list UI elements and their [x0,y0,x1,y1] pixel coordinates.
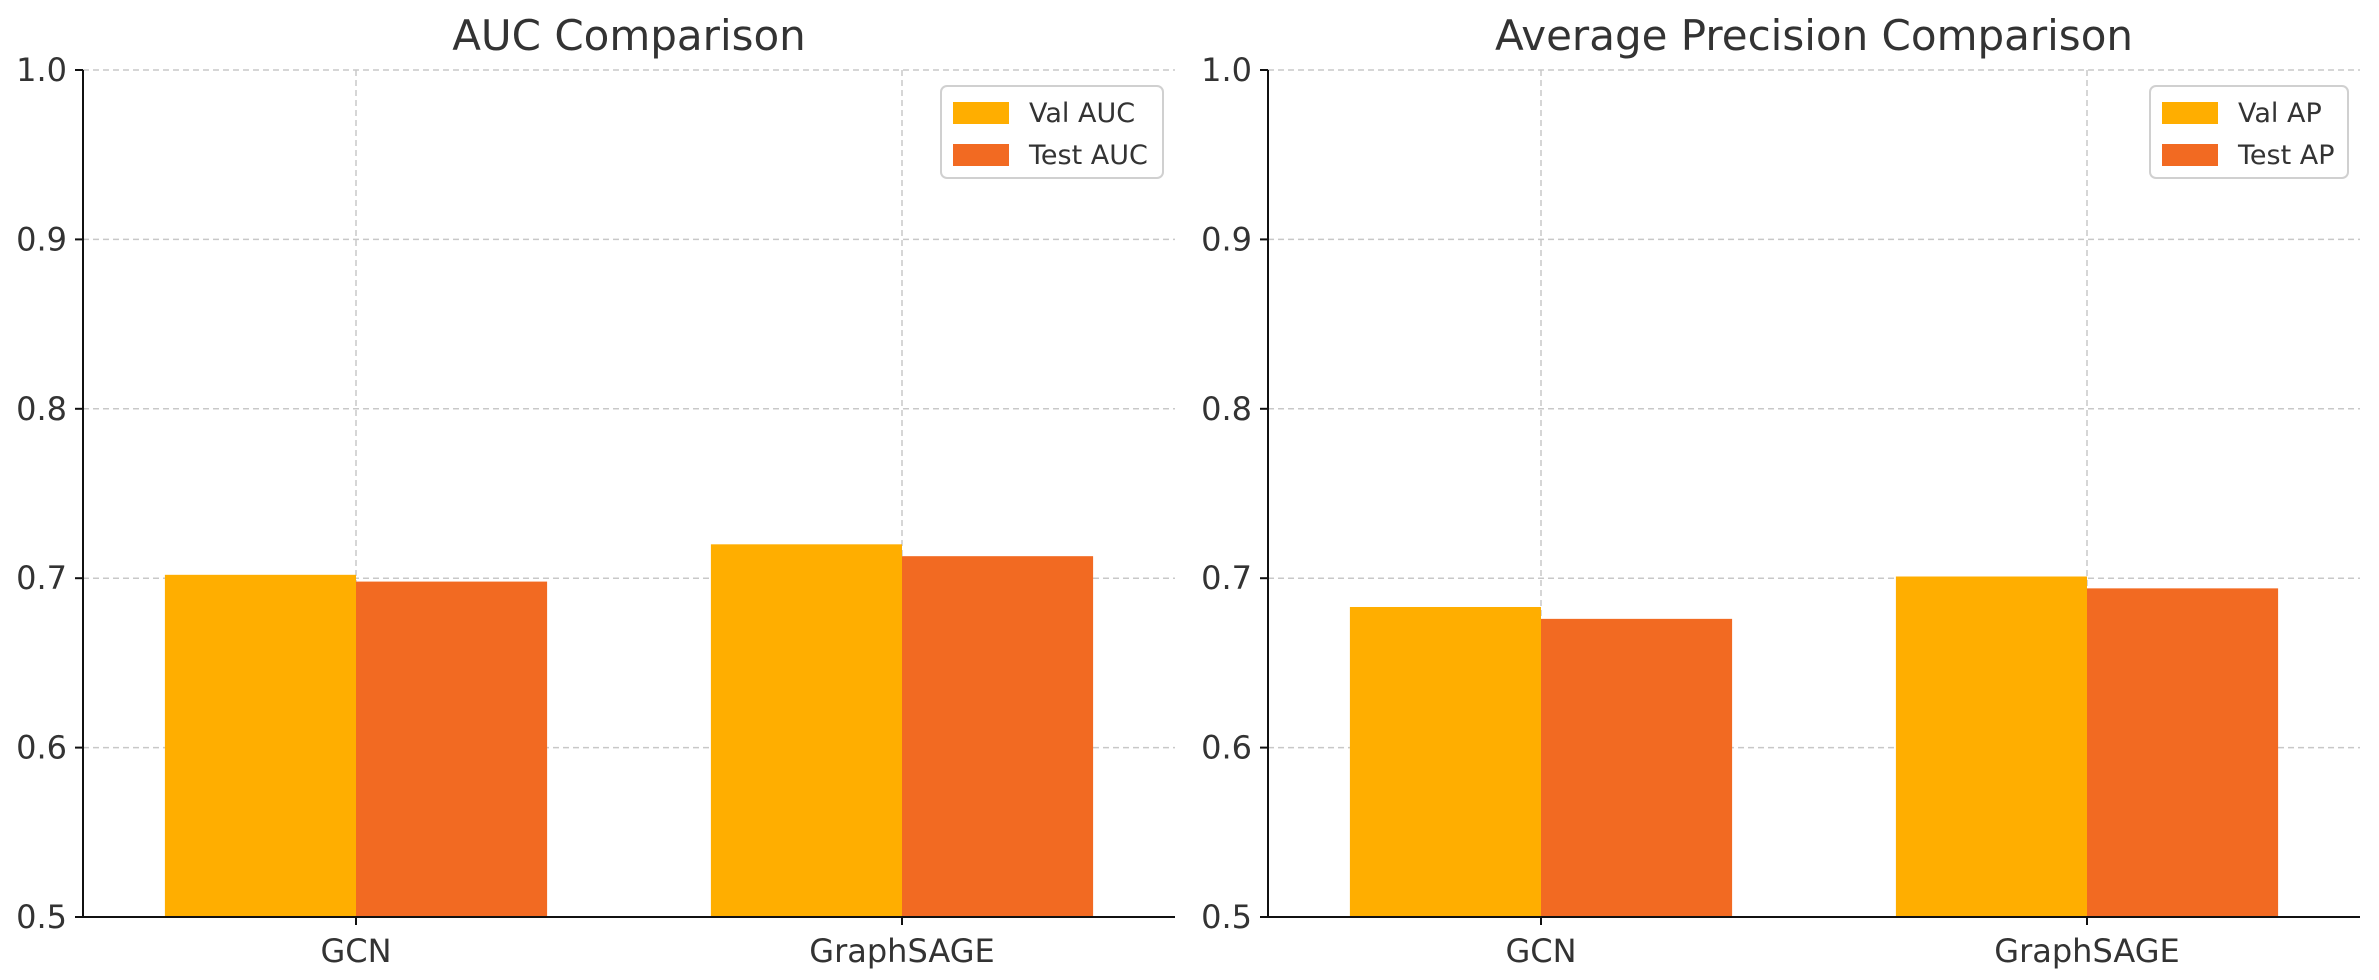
legend-label: Test AUC [1028,140,1148,171]
axes: 0.5 0.6 0.7 0.8 0.9 1.0 GCN GraphSAGE [1201,51,2360,970]
chart-title: Average Precision Comparison [1495,11,2133,60]
y-tick-label: 1.0 [16,51,67,89]
bars [164,544,1094,917]
y-tick-label: 0.9 [1201,220,1252,258]
y-tick-label: 0.7 [16,559,67,597]
test-bar [356,581,548,917]
val-bar [164,574,356,917]
x-tick-label: GCN [1505,932,1576,970]
chart-title: AUC Comparison [452,11,806,60]
legend: Val AUC Test AUC [940,85,1164,179]
y-tick-label: 0.5 [16,898,67,936]
legend-swatch-val [2162,102,2218,124]
y-tick-label: 0.6 [1201,729,1252,767]
x-tick-label: GraphSAGE [809,932,994,970]
auc-comparison-chart: AUC Comparison 0.5 0.6 0.7 0.8 0.9 1.0 GCN Grap… [16,11,1175,970]
y-tick-label: 0.8 [16,390,67,428]
val-bar [1895,576,2087,917]
legend-swatch-test [953,144,1009,166]
test-bar [902,556,1094,917]
legend-label: Val AP [2238,98,2322,129]
test-bar [1541,618,1733,917]
axes: 0.5 0.6 0.7 0.8 0.9 1.0 GCN GraphSAGE [16,51,1175,970]
y-tick-label: 0.5 [1201,898,1252,936]
average-precision-comparison-chart: Average Precision Comparison 0.50.60.70.… [1201,11,2360,970]
bars [1349,576,2279,917]
legend-label: Val AUC [1029,98,1135,129]
legend-swatch-test [2162,144,2218,166]
legend: Val AP Test AP [2149,85,2349,179]
x-tick-label: GCN [320,932,391,970]
y-tick-label: 0.8 [1201,390,1252,428]
legend-swatch-val [953,102,1009,124]
y-tick-label: 0.6 [16,729,67,767]
legend-label: Test AP [2237,140,2335,171]
test-bar [2087,588,2279,917]
y-tick-label: 0.7 [1201,559,1252,597]
val-bar [710,544,902,917]
x-tick-label: GraphSAGE [1994,932,2179,970]
y-tick-label: 1.0 [1201,51,1252,89]
val-bar [1349,606,1541,917]
y-tick-label: 0.9 [16,220,67,258]
